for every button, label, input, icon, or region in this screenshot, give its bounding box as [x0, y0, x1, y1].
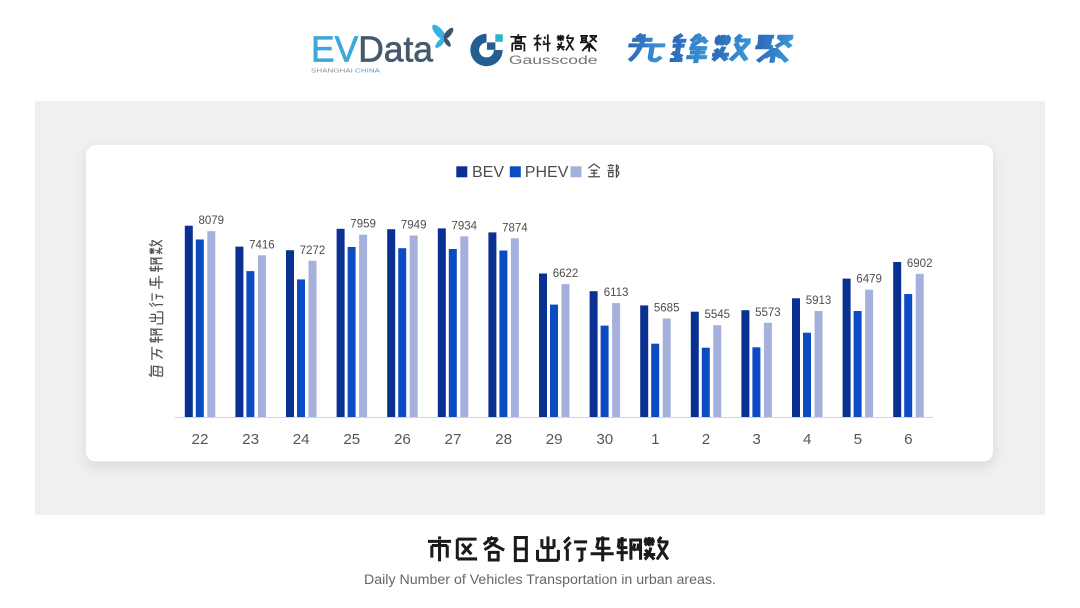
- svg-text:6622: 6622: [553, 268, 579, 280]
- svg-text:6113: 6113: [604, 287, 629, 299]
- svg-text:5: 5: [854, 431, 862, 448]
- svg-text:27: 27: [445, 431, 462, 448]
- svg-text:6: 6: [904, 431, 912, 448]
- svg-text:SHANGHAI CHINA: SHANGHAI CHINA: [311, 69, 380, 75]
- svg-text:29: 29: [546, 431, 563, 448]
- svg-text:Gausscode: Gausscode: [509, 53, 598, 67]
- svg-text:4: 4: [803, 431, 811, 448]
- svg-text:5685: 5685: [654, 303, 680, 315]
- svg-text:7272: 7272: [300, 245, 326, 257]
- svg-text:26: 26: [394, 431, 411, 448]
- svg-text:7416: 7416: [249, 239, 275, 251]
- svg-text:7934: 7934: [452, 220, 478, 232]
- svg-text:8079: 8079: [199, 215, 225, 227]
- svg-text:5545: 5545: [705, 309, 731, 321]
- svg-text:2: 2: [702, 431, 710, 448]
- svg-text:EVData: EVData: [311, 29, 434, 70]
- svg-text:22: 22: [192, 431, 209, 448]
- svg-text:7949: 7949: [401, 220, 427, 232]
- svg-text:23: 23: [242, 431, 259, 448]
- svg-text:6902: 6902: [907, 258, 933, 270]
- svg-text:BEV: BEV: [472, 164, 504, 181]
- svg-text:7874: 7874: [502, 222, 528, 234]
- svg-text:24: 24: [293, 431, 310, 448]
- svg-text:7959: 7959: [350, 219, 376, 231]
- svg-text:PHEV: PHEV: [525, 164, 569, 181]
- svg-text:5573: 5573: [755, 307, 781, 319]
- svg-text:28: 28: [495, 431, 512, 448]
- svg-text:5913: 5913: [806, 295, 832, 307]
- svg-text:Daily Number of Vehicles Trans: Daily Number of Vehicles Transportation …: [364, 572, 716, 587]
- svg-text:6479: 6479: [856, 274, 882, 286]
- svg-text:1: 1: [651, 431, 659, 448]
- svg-text:3: 3: [752, 431, 760, 448]
- svg-text:30: 30: [596, 431, 613, 448]
- svg-text:25: 25: [343, 431, 360, 448]
